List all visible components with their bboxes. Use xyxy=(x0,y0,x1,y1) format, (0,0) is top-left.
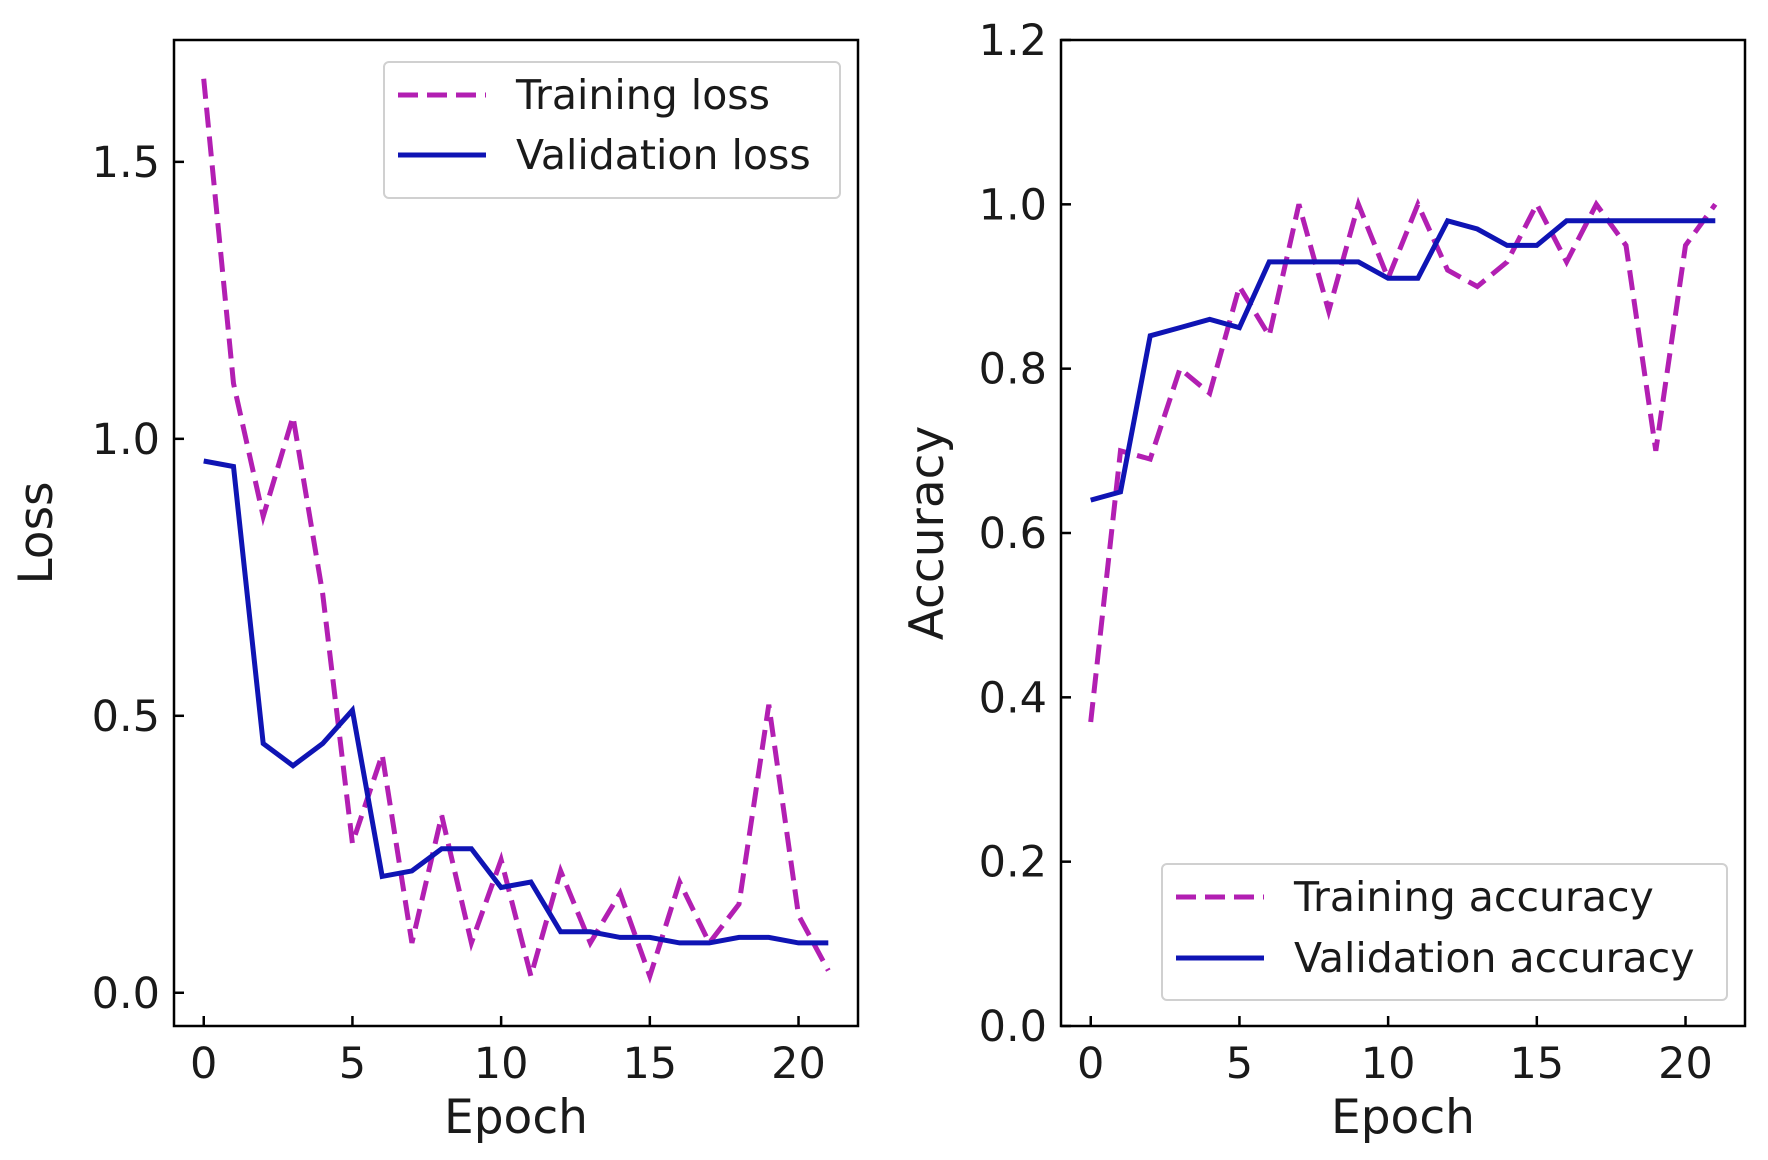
acc-series-validation-line xyxy=(1090,217,1716,503)
acc-x-tick-label: 0 xyxy=(1077,1039,1104,1089)
loss-y-tick-label: 0.0 xyxy=(92,969,160,1019)
accuracy-legend-box xyxy=(1161,863,1728,1001)
loss-chart: 0 5 10 15 20 0.0 0.5 1.0 1.5 Epoch Loss Trainin… xyxy=(9,38,860,1145)
accuracy-legend-training-label: Training accuracy xyxy=(1293,873,1654,921)
accuracy-legend: Training accuracy Validation accuracy xyxy=(1161,863,1728,1001)
acc-y-tick-label: 1.0 xyxy=(979,180,1047,230)
loss-series-validation-line xyxy=(203,458,829,946)
accuracy-x-ticks: 0 5 10 15 20 xyxy=(1077,1016,1713,1089)
loss-legend: Training loss Validation loss xyxy=(383,61,841,199)
loss-legend-box xyxy=(383,61,841,199)
acc-y-tick-label: 0.4 xyxy=(979,673,1047,723)
loss-x-ticks: 0 5 10 15 20 xyxy=(190,1016,826,1089)
loss-x-tick-label: 5 xyxy=(339,1039,366,1089)
acc-x-tick-label: 5 xyxy=(1226,1039,1253,1089)
acc-x-tick-label: 15 xyxy=(1509,1039,1564,1089)
loss-y-tick-label: 1.5 xyxy=(92,138,160,188)
loss-x-tick-label: 0 xyxy=(190,1039,217,1089)
accuracy-y-axis-label: Accuracy xyxy=(900,426,955,641)
loss-legend-validation-label: Validation loss xyxy=(516,131,811,179)
loss-x-axis-label: Epoch xyxy=(444,1090,588,1145)
loss-y-ticks: 0.0 0.5 1.0 1.5 xyxy=(92,138,184,1019)
acc-y-tick-label: 1.2 xyxy=(979,16,1047,66)
loss-series-group xyxy=(201,78,831,986)
accuracy-series-group xyxy=(1088,196,1718,723)
acc-y-tick-label: 0.6 xyxy=(979,509,1047,559)
loss-y-tick-label: 1.0 xyxy=(92,415,160,465)
acc-x-tick-label: 10 xyxy=(1361,1039,1416,1089)
loss-legend-training-label: Training loss xyxy=(515,71,770,119)
acc-y-tick-label: 0.2 xyxy=(979,838,1047,888)
acc-y-tick-label: 0.0 xyxy=(979,1002,1047,1052)
loss-x-tick-label: 15 xyxy=(622,1039,677,1089)
acc-y-tick-label: 0.8 xyxy=(979,345,1047,395)
loss-plot-frame xyxy=(172,38,860,1028)
loss-x-tick-label: 10 xyxy=(474,1039,529,1089)
acc-series-training-line xyxy=(1088,196,1718,723)
loss-series-training-line xyxy=(201,78,831,986)
accuracy-y-ticks: 0.0 0.2 0.4 0.6 0.8 1.0 1.2 xyxy=(979,16,1071,1052)
accuracy-x-axis-label: Epoch xyxy=(1331,1090,1475,1145)
accuracy-legend-validation-label: Validation accuracy xyxy=(1294,934,1694,982)
acc-x-tick-label: 20 xyxy=(1658,1039,1713,1089)
loss-y-axis-label: Loss xyxy=(9,481,64,584)
loss-y-tick-label: 0.5 xyxy=(92,692,160,742)
loss-x-tick-label: 20 xyxy=(771,1039,826,1089)
accuracy-chart: 0 5 10 15 20 0.0 0.2 0.4 0.6 0.8 1.0 1.2 Epoch Acc… xyxy=(900,16,1747,1145)
